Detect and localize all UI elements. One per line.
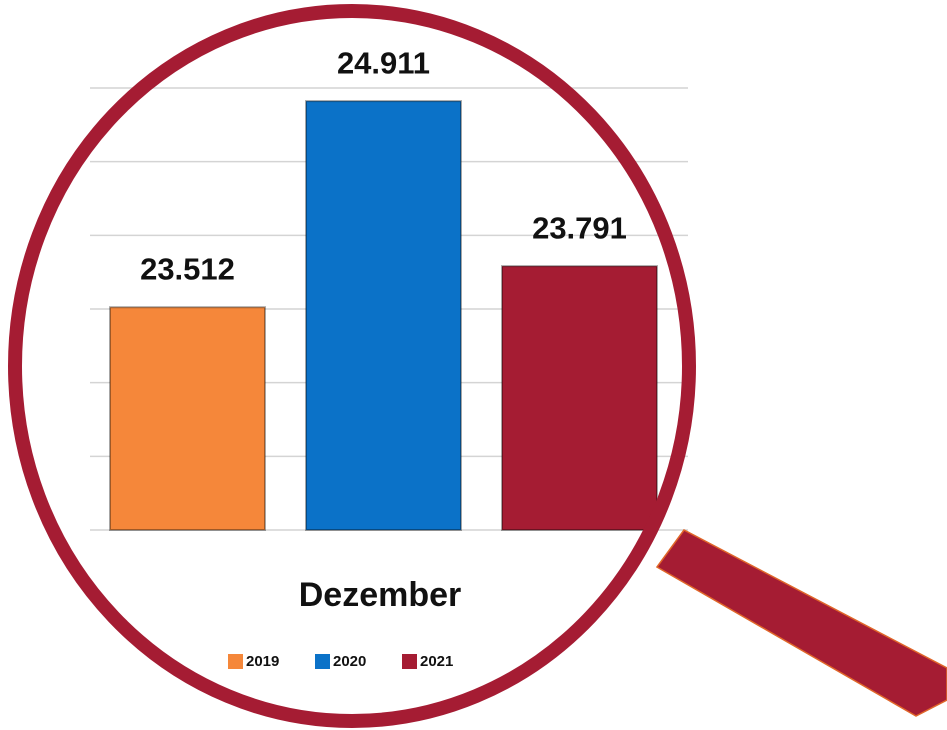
bar	[110, 307, 265, 530]
legend-label: 2021	[420, 653, 453, 670]
magnifier-handle	[657, 530, 947, 716]
value-label: 24.911	[337, 45, 430, 80]
bar	[502, 266, 657, 530]
legend-swatch	[315, 654, 330, 669]
chart: 23.512 24.911 23.791 Dezember 2019 2020 2021	[0, 0, 947, 730]
legend-swatch	[228, 654, 243, 669]
x-tick-label: Dezember	[299, 576, 462, 614]
value-label: 23.791	[532, 210, 627, 245]
legend-label: 2020	[333, 653, 366, 670]
legend-label: 2019	[246, 653, 279, 670]
value-label: 23.512	[140, 251, 235, 286]
bar	[306, 101, 461, 530]
legend-swatch	[402, 654, 417, 669]
